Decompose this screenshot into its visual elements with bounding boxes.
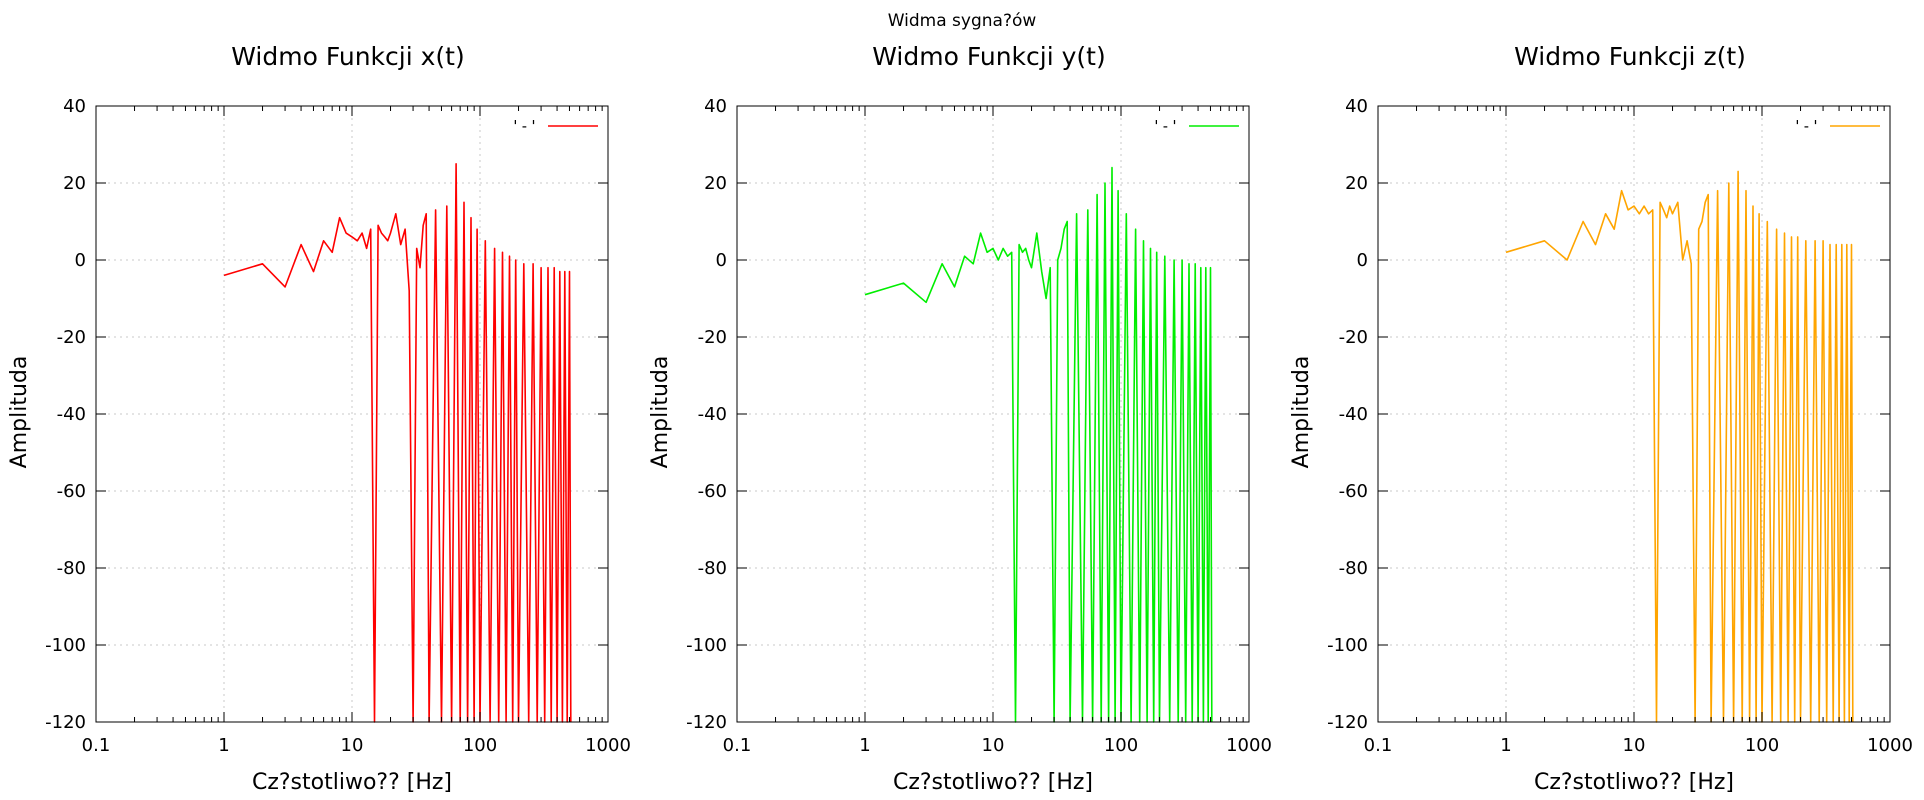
y-tick-label: -80 — [698, 558, 727, 579]
y-tick-label: -20 — [698, 327, 727, 348]
chart-title: Widmo Funkcji z(t) — [1514, 42, 1746, 71]
x-tick-label: 1 — [1500, 735, 1511, 756]
x-tick-label: 1000 — [1867, 735, 1913, 756]
y-tick-label: 0 — [716, 250, 727, 271]
x-tick-label: 1 — [859, 735, 870, 756]
x-tick-label: 1000 — [1226, 735, 1272, 756]
x-tick-label: 0.1 — [1364, 735, 1393, 756]
chart-x-svg: Widmo Funkcji x(t) 0.1 1 10 100 1000 -120 -100 -… — [7, 42, 631, 795]
x-tick-label: 1000 — [585, 735, 631, 756]
x-tick-label: 0.1 — [82, 735, 111, 756]
y-tick-label: -120 — [45, 712, 86, 733]
y-tick-label: 20 — [1345, 173, 1368, 194]
y-tick-label: -40 — [698, 404, 727, 425]
y-axis-label: Amplituda — [7, 356, 32, 469]
y-tick-label: -60 — [698, 481, 727, 502]
chart-panel-y: Widmo Funkcji y(t) 0.1 1 10 100 1000 -120 -100 -… — [641, 0, 1282, 800]
y-tick-label: 0 — [75, 250, 86, 271]
series-line — [1505, 170, 1854, 723]
y-tick-label: 20 — [704, 173, 727, 194]
x-axis-label: Cz?stotliwo?? [Hz] — [252, 770, 452, 795]
y-tick-label: -100 — [686, 635, 727, 656]
x-tick-label: 10 — [341, 735, 364, 756]
x-tick-label: 10 — [982, 735, 1005, 756]
chart-z-svg: Widmo Funkcji z(t) 0.1 1 10 100 1000 -120 -100 -… — [1289, 42, 1913, 795]
y-tick-label: -20 — [1339, 327, 1368, 348]
x-tick-label: 100 — [1104, 735, 1138, 756]
y-tick-label: -60 — [1339, 481, 1368, 502]
y-tick-label: 40 — [1345, 96, 1368, 117]
series-line — [223, 163, 572, 723]
legend-label: '-' — [1152, 117, 1179, 135]
chart-title: Widmo Funkcji x(t) — [231, 42, 464, 71]
y-tick-label: -80 — [57, 558, 86, 579]
y-tick-label: 0 — [1357, 250, 1368, 271]
chart-panel-x: Widmo Funkcji x(t) 0.1 1 10 100 1000 -120 -100 -… — [0, 0, 641, 800]
y-tick-label: -120 — [686, 712, 727, 733]
series-line — [864, 166, 1213, 723]
y-tick-label: -120 — [1327, 712, 1368, 733]
figure-suptitle: Widma sygna?ów — [887, 11, 1037, 31]
y-tick-label: -100 — [1327, 635, 1368, 656]
y-tick-label: 20 — [63, 173, 86, 194]
chart-title: Widmo Funkcji y(t) — [872, 42, 1105, 71]
y-tick-label: -80 — [1339, 558, 1368, 579]
x-tick-label: 10 — [1623, 735, 1646, 756]
y-tick-label: -40 — [57, 404, 86, 425]
y-tick-label: -40 — [1339, 404, 1368, 425]
chart-panel-z: Widmo Funkcji z(t) 0.1 1 10 100 1000 -120 -100 -… — [1282, 0, 1923, 800]
x-axis-label: Cz?stotliwo?? [Hz] — [893, 770, 1093, 795]
y-tick-label: 40 — [704, 96, 727, 117]
y-tick-label: 40 — [63, 96, 86, 117]
y-tick-label: -60 — [57, 481, 86, 502]
y-tick-label: -20 — [57, 327, 86, 348]
legend-label: '-' — [1793, 117, 1820, 135]
x-axis-label: Cz?stotliwo?? [Hz] — [1534, 770, 1734, 795]
y-axis-label: Amplituda — [648, 356, 673, 469]
legend-label: '-' — [511, 117, 538, 135]
y-axis-label: Amplituda — [1289, 356, 1314, 469]
x-tick-label: 100 — [463, 735, 497, 756]
chart-y-svg: Widmo Funkcji y(t) 0.1 1 10 100 1000 -120 -100 -… — [648, 42, 1272, 795]
x-tick-label: 1 — [218, 735, 229, 756]
y-tick-label: -100 — [45, 635, 86, 656]
x-tick-label: 0.1 — [723, 735, 752, 756]
x-tick-label: 100 — [1745, 735, 1779, 756]
